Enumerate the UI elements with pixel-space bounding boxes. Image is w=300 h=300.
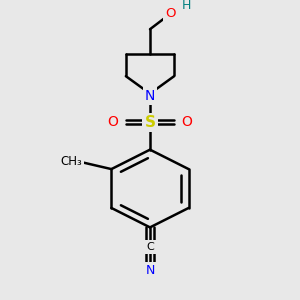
Text: C: C xyxy=(146,242,154,252)
Text: N: N xyxy=(145,88,155,103)
Text: O: O xyxy=(165,7,176,20)
Text: H: H xyxy=(182,0,191,12)
Text: O: O xyxy=(182,115,193,129)
Text: N: N xyxy=(145,264,155,277)
Text: O: O xyxy=(107,115,118,129)
Text: S: S xyxy=(145,115,155,130)
Text: CH₃: CH₃ xyxy=(60,155,82,168)
